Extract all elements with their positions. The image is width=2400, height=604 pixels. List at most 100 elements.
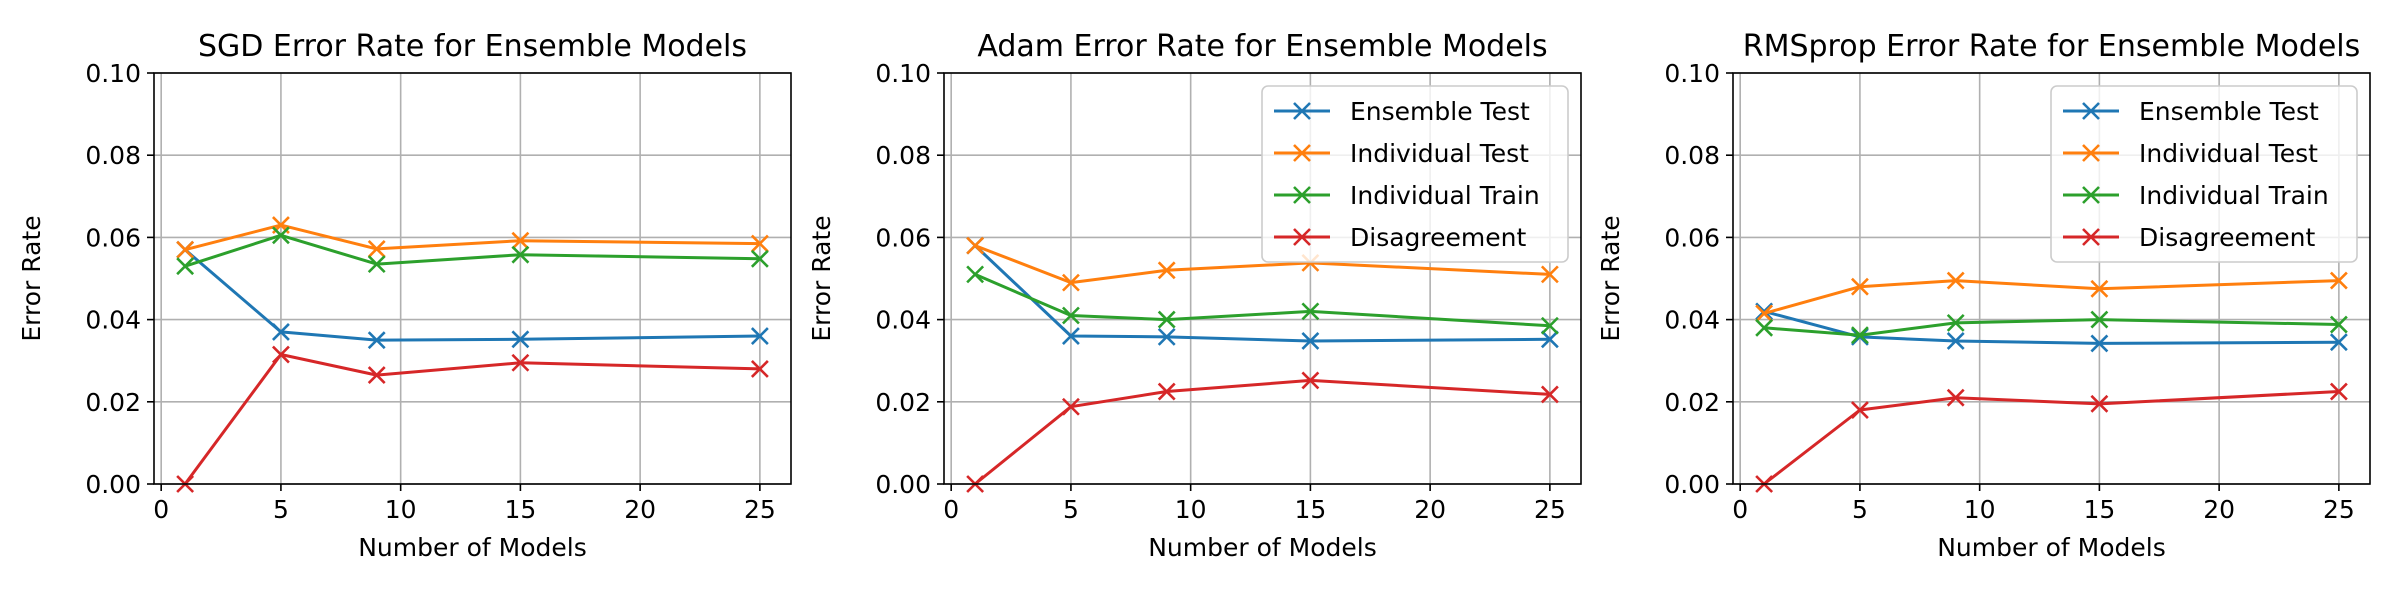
chart-panel-2: 0 5 10 15 20 25 0.00 0.02 0.04 0.06 0.08 0.10 Adam E… (807, 29, 1582, 562)
y-axis-label: Error Rate (1596, 215, 1625, 341)
legend-entry: Disagreement (2063, 223, 2315, 252)
data-point (2329, 333, 2348, 352)
series-disagreement (176, 345, 769, 493)
x-axis-label: Number of Models (1937, 533, 2166, 562)
axes-frame (1732, 72, 2371, 485)
x-tick-label: 15 (2083, 495, 2115, 524)
series-disagreement (1755, 382, 2348, 493)
legend-marker (1293, 102, 1311, 120)
data-point (511, 245, 530, 264)
series-individual-train (176, 226, 769, 276)
x-tick-label: 25 (1534, 495, 1566, 524)
data-point (1301, 332, 1320, 350)
data-point (1851, 277, 1869, 296)
series-line (184, 248, 760, 342)
data-point (2329, 271, 2348, 290)
legend-label: Ensemble Test (2139, 97, 2319, 126)
data-point (1157, 261, 1176, 280)
y-tick-label: 0.08 (1664, 141, 1720, 170)
data-point (1157, 327, 1176, 346)
data-point (1946, 332, 1965, 350)
y-tick-label: 0.06 (1664, 223, 1720, 252)
data-point (1062, 397, 1080, 416)
legend-marker (2082, 144, 2100, 162)
data-point (2090, 310, 2109, 329)
data-point (1301, 302, 1320, 321)
x-tick-label: 20 (1414, 495, 1446, 524)
y-tick-label: 0.00 (875, 470, 931, 499)
y-tick-label: 0.02 (1664, 388, 1720, 417)
data-point (272, 226, 290, 245)
data-point (2090, 394, 2109, 413)
data-point (2329, 315, 2348, 334)
y-tick-label: 0.08 (875, 141, 931, 170)
axes-frame (153, 72, 792, 485)
data-point (272, 323, 290, 341)
x-tick-label: 10 (385, 495, 417, 524)
data-point (272, 345, 290, 364)
legend-marker (1293, 186, 1311, 204)
legend-marker (1293, 228, 1311, 246)
legend-label: Individual Test (1350, 139, 1529, 168)
data-point (750, 327, 769, 345)
data-point (2329, 382, 2348, 401)
y-tick-label: 0.06 (875, 223, 931, 252)
legend-marker (2082, 102, 2100, 120)
legend-marker (1293, 144, 1311, 162)
legend: Ensemble Test Individual Test Individual T… (2050, 85, 2358, 263)
series-ensemble-test (966, 236, 1559, 350)
series-individual-test (966, 236, 1559, 292)
data-point (367, 366, 386, 385)
y-tick-label: 0.00 (1664, 470, 1720, 499)
x-axis-label: Number of Models (358, 533, 587, 562)
data-point (367, 255, 386, 274)
series-individual-train (1755, 310, 2348, 345)
legend-frame (2050, 85, 2358, 263)
data-point (1301, 371, 1320, 390)
data-point (176, 240, 195, 259)
legend-label: Ensemble Test (1350, 97, 1530, 126)
series-disagreement (966, 371, 1559, 493)
legend-entry: Individual Train (2063, 181, 2329, 210)
y-tick-label: 0.04 (875, 306, 931, 335)
data-point (1946, 271, 1965, 290)
x-tick-label: 15 (1294, 495, 1326, 524)
data-point (1946, 388, 1965, 407)
series-line (1763, 309, 2339, 345)
legend: Ensemble Test Individual Test Individual T… (1261, 85, 1569, 263)
data-point (750, 249, 769, 268)
series-line (184, 233, 760, 268)
data-point (176, 257, 195, 276)
legend-entry: Ensemble Test (2063, 97, 2319, 126)
data-point (1540, 385, 1559, 404)
x-tick-label: 25 (2323, 495, 2355, 524)
legend-entry: Ensemble Test (1274, 97, 1530, 126)
data-point (750, 360, 769, 378)
x-tick-label: 0 (943, 495, 959, 524)
x-tick-label: 10 (1175, 495, 1207, 524)
x-tick-label: 0 (1732, 495, 1748, 524)
data-point (1157, 310, 1176, 329)
legend-label: Disagreement (1350, 223, 1526, 252)
data-point (1755, 318, 1774, 337)
data-point (1540, 316, 1559, 335)
data-point (1755, 302, 1774, 321)
legend-label: Individual Train (1350, 181, 1540, 210)
data-point (511, 330, 530, 349)
legend-marker (2082, 228, 2100, 246)
legend-label: Disagreement (2139, 223, 2315, 252)
data-point (1540, 265, 1559, 284)
y-tick-label: 0.02 (85, 388, 141, 417)
x-tick-label: 20 (624, 495, 656, 524)
data-point (1755, 304, 1774, 323)
y-tick-label: 0.04 (85, 306, 141, 335)
series-line (183, 353, 760, 485)
data-point (1062, 273, 1080, 292)
x-tick-label: 15 (504, 495, 536, 524)
y-tick-label: 0.06 (85, 223, 141, 252)
data-point (511, 231, 530, 250)
series-line (1763, 390, 2339, 486)
data-point (367, 331, 386, 350)
legend-marker (2082, 186, 2100, 204)
